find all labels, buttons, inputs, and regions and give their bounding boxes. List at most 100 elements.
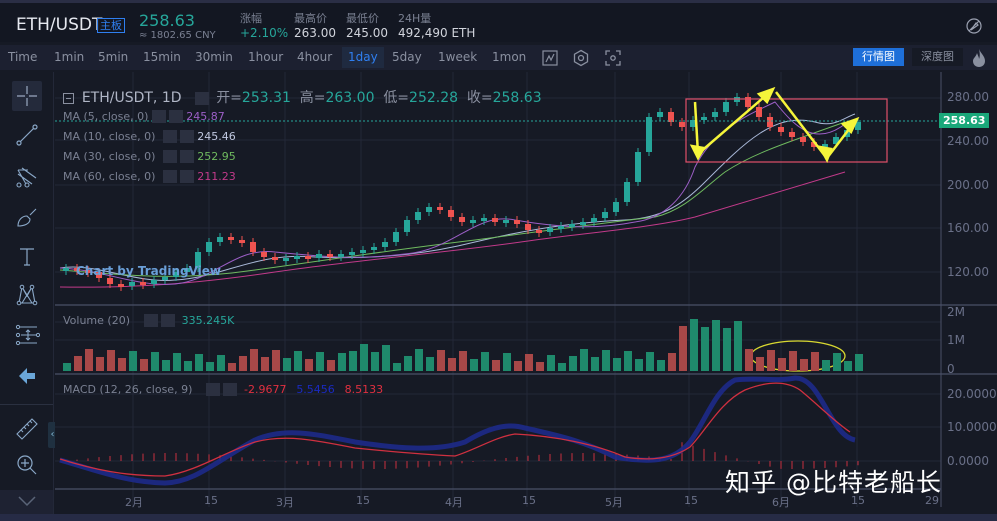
time-axis-label: 6月 <box>772 496 790 509</box>
macd-axis-label: 10.0000 <box>947 420 997 434</box>
open-value: 253.31 <box>241 90 291 106</box>
close-icon[interactable] <box>160 314 175 327</box>
tf-30min[interactable]: 30min <box>195 50 233 64</box>
trend-line-tool[interactable] <box>12 120 42 150</box>
price-axis-label: 120.00 <box>947 265 989 279</box>
tf-time[interactable]: Time <box>8 50 38 64</box>
stat-low: 最低价 245.00 <box>346 12 388 40</box>
pattern-tool[interactable] <box>12 280 42 310</box>
close-icon[interactable] <box>180 170 195 183</box>
back-button[interactable] <box>12 361 42 391</box>
gear-icon[interactable] <box>163 150 178 163</box>
ma60-legend: MA (60, close, 0) 211.23 <box>63 170 236 183</box>
tf-15min[interactable]: 15min <box>143 50 181 64</box>
last-price: 258.63 <box>139 11 195 30</box>
current-price-tag: 258.63 <box>939 113 990 128</box>
volume-axis-label: 2M <box>947 305 965 319</box>
ticker-header: ETH/USDT 主板 258.63 ≈ 1802.65 CNY 涨幅 +2.10… <box>0 0 997 42</box>
macd-axis-label: 0.0000 <box>947 454 989 468</box>
volume-axis-label: 0 <box>947 362 955 376</box>
gear-icon[interactable] <box>143 314 158 327</box>
time-axis-label: 2月 <box>125 496 143 509</box>
time-axis-label: 15 <box>356 494 370 507</box>
cny-price: ≈ 1802.65 CNY <box>139 30 216 41</box>
time-axis-label: 3月 <box>276 496 294 509</box>
time-axis-label: 15 <box>684 494 698 507</box>
ma30-legend: MA (30, close, 0) 252.95 <box>63 150 236 163</box>
macd-legend: MACD (12, 26, close, 9) -2.9677 5.5456 8… <box>63 383 384 396</box>
pattern-icon <box>16 284 38 306</box>
stat-high: 最高价 263.00 <box>294 12 336 40</box>
tf-1hour[interactable]: 1hour <box>248 50 284 64</box>
flame-icon[interactable] <box>972 48 986 68</box>
settings-icon[interactable] <box>572 49 590 67</box>
close-icon[interactable] <box>223 383 238 396</box>
arrow-left-icon <box>19 368 35 384</box>
brush-tool[interactable] <box>12 203 42 233</box>
price-axis-label: 280.00 <box>947 90 989 104</box>
fib-fan-tool[interactable] <box>12 162 42 192</box>
trend-line-icon <box>16 124 38 146</box>
toolbar-divider <box>0 404 53 405</box>
gear-icon[interactable] <box>152 110 167 123</box>
price-axis-label: 160.00 <box>947 221 989 235</box>
author-watermark: 知乎 @比特老船长 <box>725 468 942 497</box>
zoom-in-tool[interactable] <box>12 450 42 480</box>
price-axis-label: 240.00 <box>947 134 989 148</box>
collapse-legend-icon[interactable] <box>63 93 74 104</box>
tf-1min[interactable]: 1min <box>54 50 85 64</box>
bottom-strip <box>0 514 997 521</box>
tf-4hour[interactable]: 4hour <box>297 50 333 64</box>
low-value: 252.28 <box>409 90 459 106</box>
text-tool[interactable] <box>12 242 42 272</box>
pair-name: ETH/USDT <box>16 15 103 35</box>
crosshair-icon <box>17 86 37 106</box>
tf-5min[interactable]: 5min <box>98 50 129 64</box>
chart-view-button[interactable]: 行情图 <box>853 48 904 66</box>
brush-icon <box>17 208 37 227</box>
crosshair-tool[interactable] <box>12 81 42 111</box>
time-axis-label: 15 <box>851 494 865 507</box>
chart-canvas[interactable] <box>55 72 997 521</box>
tf-5day[interactable]: 5day <box>392 50 422 64</box>
time-axis-label: 5月 <box>605 496 623 509</box>
ruler-icon <box>16 418 38 440</box>
gear-icon[interactable] <box>163 130 178 143</box>
hide-drawings-icon[interactable] <box>965 17 983 35</box>
ruler-tool[interactable] <box>12 414 42 444</box>
ma10-legend: MA (10, close, 0) 245.46 <box>63 130 236 143</box>
close-value: 258.63 <box>492 90 542 106</box>
depth-view-button[interactable]: 深度图 <box>912 48 963 66</box>
price-axis-label: 200.00 <box>947 178 989 192</box>
volume-axis-label: 1M <box>947 333 965 347</box>
chart-title: ETH/USDT, 1D <box>81 90 182 106</box>
macd-axis-label: 20.0000 <box>947 387 997 401</box>
close-icon[interactable] <box>180 150 195 163</box>
stat-change: 涨幅 +2.10% <box>240 12 289 40</box>
collapse-icon[interactable] <box>14 494 40 516</box>
time-axis-label: 29 <box>925 494 939 507</box>
time-axis-label: 15 <box>522 494 536 507</box>
chart-legend: ETH/USDT, 1D 开=253.31 高=263.00 低=252.28 … <box>63 87 542 107</box>
tradingview-watermark: Chart by TradingView <box>76 264 222 278</box>
chart-type-icon[interactable] <box>541 49 559 67</box>
close-icon[interactable] <box>180 130 195 143</box>
screenshot-icon[interactable] <box>604 49 622 67</box>
price-range-icon <box>15 324 40 346</box>
measure-range-tool[interactable] <box>12 320 42 350</box>
stat-volume: 24H量 492,490 ETH <box>398 12 476 40</box>
zoom-in-icon <box>17 455 37 475</box>
gear-icon[interactable] <box>195 92 210 105</box>
gear-icon[interactable] <box>163 170 178 183</box>
toolbar-collapse-handle[interactable]: ‹ <box>48 422 57 448</box>
time-axis-label: 15 <box>204 494 218 507</box>
board-badge: 主板 <box>97 18 125 33</box>
tf-1week[interactable]: 1week <box>438 50 478 64</box>
tf-1mon[interactable]: 1mon <box>492 50 527 64</box>
close-icon[interactable] <box>169 110 184 123</box>
tf-1day[interactable]: 1day <box>342 47 384 68</box>
gear-icon[interactable] <box>206 383 221 396</box>
chart-area[interactable]: 280.00 240.00 200.00 160.00 120.00 258.6… <box>55 72 997 521</box>
ma5-legend: MA (5, close, 0) 245.87 <box>63 110 225 123</box>
time-axis-label: 4月 <box>445 496 463 509</box>
